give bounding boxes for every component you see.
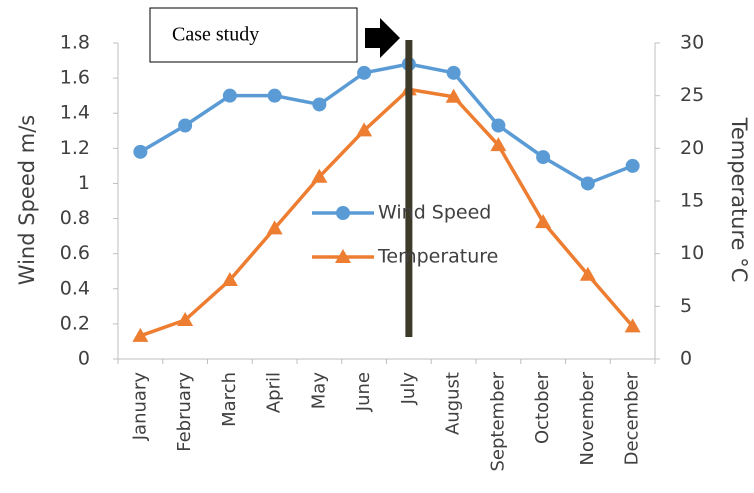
annotation: Case study [172, 24, 259, 46]
x-tick-label: July [398, 372, 419, 406]
x-tick-label: December [622, 371, 643, 465]
y-axis-label: Wind Speed m/s [15, 115, 39, 285]
x-tick-label: August [443, 372, 464, 435]
y-tick-label: 0.6 [60, 242, 90, 264]
series-line [139, 87, 634, 338]
legend-marker [335, 249, 351, 263]
x-tick-label: March [219, 372, 240, 427]
y-tick-label: 1 [78, 172, 90, 194]
y-tick-label: 1.8 [60, 32, 90, 54]
data-point [356, 122, 373, 137]
data-point [446, 65, 461, 80]
y-tick-label: 0.4 [60, 277, 90, 299]
y-tick-label: 0.8 [60, 207, 90, 229]
data-point [312, 97, 327, 112]
data-point [490, 137, 507, 152]
legend-marker [336, 206, 350, 220]
y2-axis-label: Temperature °C [727, 117, 751, 283]
arrow [365, 18, 400, 58]
data-point [357, 65, 372, 80]
y-tick-label: 1.4 [60, 102, 90, 124]
y-tick-label: 0.2 [60, 312, 90, 334]
data-point [178, 118, 193, 133]
x-tick-label: November [577, 371, 598, 465]
data-point [579, 266, 596, 281]
data-point [491, 118, 506, 133]
data-point [221, 272, 238, 286]
y-tick-label: 1.6 [60, 67, 90, 89]
data-point [266, 220, 283, 235]
y2-tick-label: 15 [680, 190, 704, 212]
y2-tick-label: 30 [680, 32, 704, 54]
y2-tick-label: 20 [680, 137, 704, 159]
x-tick-label: May [308, 372, 329, 410]
data-point [133, 144, 148, 159]
data-point [267, 88, 282, 103]
highlight-bar [405, 40, 413, 337]
data-point [311, 168, 328, 183]
x-tick-label: September [487, 371, 508, 471]
legend-label: Wind Speed [378, 202, 491, 224]
data-point [222, 88, 237, 103]
data-point [132, 327, 149, 342]
data-point [580, 176, 595, 191]
data-point [624, 318, 641, 333]
legend-label: Temperature [377, 246, 498, 268]
data-point [445, 88, 462, 103]
y2-tick-label: 5 [680, 295, 692, 317]
data-point [177, 312, 194, 327]
y2-tick-label: 10 [680, 242, 704, 264]
y-tick-label: 0 [78, 348, 90, 370]
x-tick-label: October [532, 371, 553, 444]
y2-tick-label: 25 [680, 84, 704, 106]
y-tick-label: 1.2 [60, 137, 90, 159]
x-tick-label: January [129, 372, 150, 442]
x-tick-label: June [353, 372, 374, 412]
series-line [139, 62, 634, 186]
x-tick-label: February [174, 372, 195, 452]
data-point [535, 214, 552, 229]
x-tick-label: April [264, 372, 285, 413]
data-point [625, 158, 640, 173]
y2-tick-label: 0 [680, 348, 692, 370]
data-point [536, 150, 551, 165]
annotation-box [149, 7, 358, 63]
